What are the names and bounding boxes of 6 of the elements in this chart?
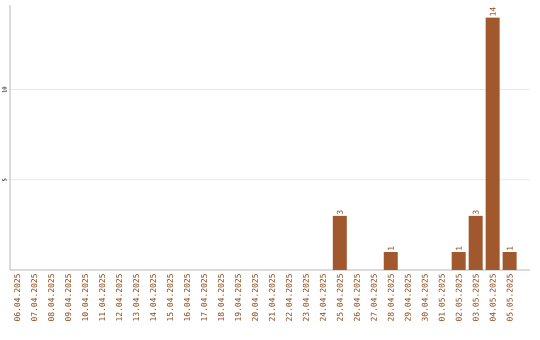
bar bbox=[332, 216, 347, 270]
bar bbox=[384, 252, 398, 270]
bar bbox=[452, 252, 466, 270]
bar bbox=[486, 18, 500, 270]
bar bbox=[468, 216, 483, 270]
bar bbox=[502, 252, 517, 270]
